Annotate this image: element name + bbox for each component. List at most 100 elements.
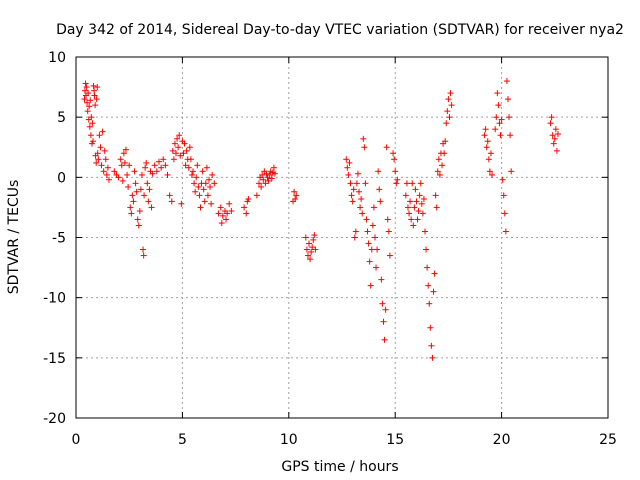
- data-point: [370, 204, 377, 211]
- data-point: [444, 108, 451, 115]
- data-point: [487, 150, 494, 157]
- data-point: [183, 147, 190, 154]
- data-point: [182, 162, 189, 169]
- data-point: [368, 246, 375, 253]
- data-point: [374, 246, 381, 253]
- data-point: [503, 78, 510, 85]
- data-point: [84, 99, 91, 106]
- data-point: [87, 132, 94, 139]
- data-point: [148, 204, 155, 211]
- data-points: [81, 78, 561, 361]
- data-point: [203, 164, 210, 171]
- data-point: [173, 150, 180, 157]
- data-point: [100, 168, 107, 175]
- data-point: [403, 180, 410, 187]
- data-point: [547, 120, 554, 127]
- data-point: [420, 195, 427, 202]
- data-point: [170, 156, 177, 163]
- data-point: [346, 159, 353, 166]
- data-point: [366, 258, 373, 265]
- data-point: [365, 240, 372, 247]
- data-point: [211, 180, 218, 187]
- data-point: [86, 123, 93, 130]
- data-point: [411, 204, 418, 211]
- data-point: [209, 171, 216, 178]
- data-point: [385, 228, 392, 235]
- x-tick-labels: 0 5 10 15 20 25: [72, 432, 617, 448]
- data-point: [552, 126, 559, 133]
- data-point: [137, 186, 144, 193]
- data-point: [359, 210, 366, 217]
- data-point: [414, 216, 421, 223]
- data-point: [129, 192, 136, 199]
- data-point: [554, 131, 561, 138]
- data-point: [90, 138, 97, 145]
- data-point: [176, 132, 183, 139]
- data-point: [495, 102, 502, 109]
- data-point: [363, 216, 370, 223]
- data-point: [393, 180, 400, 187]
- data-point: [351, 234, 358, 241]
- data-point: [119, 177, 126, 184]
- data-point: [549, 132, 556, 139]
- data-point: [413, 198, 420, 205]
- data-point: [373, 264, 380, 271]
- data-point: [343, 156, 350, 163]
- data-point: [153, 168, 160, 175]
- data-point: [144, 180, 151, 187]
- data-point: [84, 108, 91, 115]
- data-point: [197, 204, 204, 211]
- data-point: [430, 288, 437, 295]
- data-point: [380, 318, 387, 325]
- data-point: [270, 164, 277, 171]
- y-tick-label: 0: [57, 170, 66, 186]
- data-point: [118, 162, 125, 169]
- data-point: [143, 159, 150, 166]
- data-point: [291, 188, 298, 195]
- data-point: [123, 146, 130, 153]
- data-point: [446, 114, 453, 121]
- data-point: [504, 96, 511, 103]
- data-point: [166, 192, 173, 199]
- data-point: [507, 132, 514, 139]
- data-point: [506, 114, 513, 121]
- data-point: [428, 342, 435, 349]
- data-point: [375, 168, 382, 175]
- data-point: [223, 216, 230, 223]
- data-point: [256, 180, 263, 187]
- data-point: [133, 188, 140, 195]
- data-point: [181, 140, 188, 147]
- data-point: [551, 135, 558, 142]
- data-point: [93, 96, 100, 103]
- data-point: [303, 246, 310, 253]
- data-point: [101, 147, 108, 154]
- data-point: [185, 164, 192, 171]
- y-tick-label: -15: [43, 351, 66, 367]
- data-point: [105, 176, 112, 183]
- data-point: [83, 84, 90, 91]
- data-point: [425, 282, 432, 289]
- data-point: [410, 222, 417, 229]
- data-point: [199, 168, 206, 175]
- data-point: [369, 222, 376, 229]
- data-point: [200, 186, 207, 193]
- data-point: [135, 222, 142, 229]
- data-point: [424, 264, 431, 271]
- data-point: [384, 216, 391, 223]
- data-point: [485, 156, 492, 163]
- data-point: [127, 204, 134, 211]
- data-point: [293, 192, 300, 199]
- x-tick-label: 15: [386, 432, 404, 448]
- data-point: [141, 192, 148, 199]
- data-point: [228, 208, 235, 215]
- data-point: [486, 168, 493, 175]
- data-point: [208, 200, 215, 207]
- data-point: [207, 183, 214, 190]
- data-point: [92, 102, 99, 109]
- x-tick-label: 25: [599, 432, 617, 448]
- data-point: [376, 186, 383, 193]
- data-point: [406, 210, 413, 217]
- data-point: [245, 195, 252, 202]
- data-point: [489, 171, 496, 178]
